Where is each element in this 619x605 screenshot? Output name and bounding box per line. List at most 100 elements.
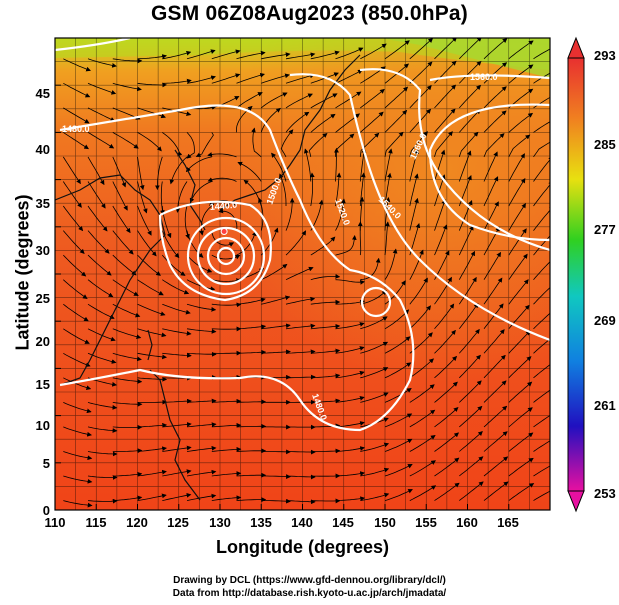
y-tick-label: 40 [35, 142, 50, 157]
streamline [87, 451, 118, 457]
streamline [137, 132, 162, 152]
streamline [218, 208, 238, 231]
streamline [112, 401, 143, 407]
streamline [285, 197, 295, 231]
streamline [483, 431, 508, 452]
streamline [458, 276, 477, 305]
streamline [162, 78, 192, 84]
streamline [409, 131, 429, 157]
streamline [137, 446, 167, 452]
korea-coast [174, 149, 206, 231]
colorbar-label: 269 [594, 313, 616, 328]
streamline [533, 141, 550, 158]
lat-lon-grid [55, 38, 550, 510]
streamline [199, 205, 213, 236]
streamline [384, 387, 412, 403]
streamline [508, 134, 531, 158]
x-tick-label: 120 [126, 515, 148, 530]
streamline [211, 471, 242, 477]
streamline [409, 409, 436, 428]
streamline [211, 302, 242, 308]
streamline [186, 328, 217, 334]
streamline [261, 73, 290, 84]
streamline [310, 274, 341, 281]
streamline [236, 472, 267, 478]
streamline [236, 92, 263, 109]
x-tick-label: 165 [497, 515, 519, 530]
streamline [335, 471, 365, 477]
streamline [409, 384, 435, 403]
contour-1520 [289, 73, 550, 342]
streamline [63, 132, 89, 150]
streamline [271, 152, 287, 182]
y-tick-label: 45 [35, 86, 50, 101]
streamline [310, 373, 341, 379]
streamline [112, 495, 143, 501]
streamline [63, 377, 92, 390]
streamline [459, 481, 484, 501]
streamline [533, 261, 550, 280]
streamline [261, 52, 291, 60]
china-coast [55, 174, 166, 386]
y-tick-label: 25 [35, 291, 50, 306]
streamline [63, 107, 90, 124]
streamline [409, 305, 431, 330]
streamline [112, 352, 142, 362]
streamline [162, 469, 192, 477]
y-tick-label: 20 [35, 334, 50, 349]
streamline [63, 279, 88, 299]
streamline [280, 129, 294, 158]
streamline [137, 493, 167, 501]
streamline [483, 110, 507, 133]
streamline [409, 173, 419, 207]
streamline [62, 156, 81, 185]
streamline [310, 113, 336, 133]
streamline [87, 498, 118, 504]
streamline [285, 323, 316, 330]
streamline [63, 58, 91, 72]
x-tick-label: 150 [374, 515, 396, 530]
streamline [483, 62, 508, 84]
streamline [87, 230, 110, 254]
streamline [112, 132, 139, 149]
streamline [508, 457, 534, 477]
streamline [458, 328, 480, 354]
streamline [335, 133, 355, 157]
streamline [162, 398, 192, 404]
streamline [533, 490, 550, 501]
streamline [112, 377, 143, 384]
streamline [137, 303, 166, 316]
streamline [137, 279, 164, 296]
streamline [335, 172, 342, 207]
streamline [533, 389, 550, 403]
streamline [137, 328, 167, 338]
streamline [286, 374, 316, 380]
streamline [186, 398, 217, 404]
streamline [384, 362, 412, 379]
contour-label-1480-west: 1480.0 [62, 124, 90, 134]
typhoon-contour-1 [216, 246, 236, 266]
streamline [137, 352, 167, 360]
streamline [310, 50, 340, 60]
streamline [458, 302, 479, 330]
streamline [533, 72, 550, 84]
x-tick-label: 130 [209, 515, 231, 530]
streamline [236, 50, 266, 60]
streamline [434, 199, 447, 231]
streamline [87, 402, 118, 410]
streamline [384, 413, 413, 428]
streamline [359, 172, 366, 207]
streamline [533, 48, 550, 60]
contour-1540 [359, 68, 550, 252]
streamline [162, 492, 192, 501]
streamline [160, 181, 165, 216]
streamline [63, 426, 92, 437]
streamline [87, 303, 115, 319]
streamline [211, 495, 242, 501]
streamline [162, 328, 192, 336]
x-tick-label: 145 [332, 515, 354, 530]
streamline [185, 156, 212, 173]
streamline [384, 221, 390, 256]
credit-data-source: Data from http://database.rish.kyoto-u.a… [172, 588, 447, 599]
streamline [261, 295, 291, 305]
